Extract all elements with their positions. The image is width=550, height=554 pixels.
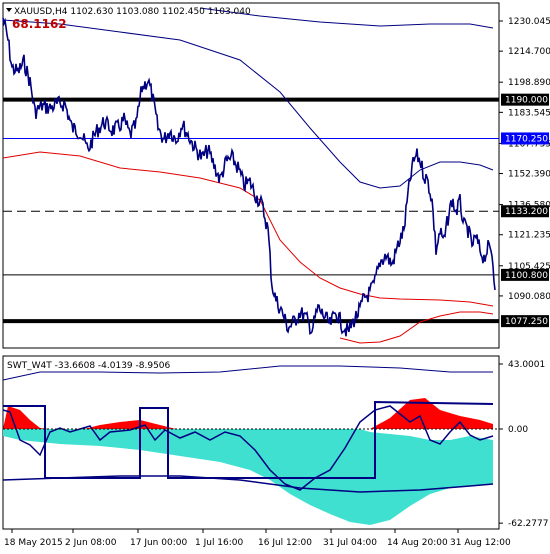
price-axis-label: 1105.425: [508, 262, 550, 272]
indicator-value: 68.1162: [12, 17, 67, 31]
main-panel-frame: [2, 2, 500, 349]
swt-hist-positive: [3, 406, 50, 429]
time-axis-label: 2 Jun 08:00: [65, 538, 117, 548]
swt-axis: 43.0001 0.00 -62.2777: [3, 360, 548, 529]
price-axis-label: 1152.390: [508, 170, 550, 180]
level-labels: 1190.000 1170.250 1133.200 1100.800 1077.250: [501, 93, 549, 328]
time-axis-label: 16 Jul 12:00: [258, 538, 312, 548]
price-level-label: 1170.250: [505, 134, 548, 144]
swt-upper-band: [2, 365, 493, 381]
price-level-label-bg: [501, 205, 549, 218]
price-level-label-bg: [501, 268, 549, 281]
symbol-info: XAUUSD,H4 1102.630 1103.080 1102.450 110…: [14, 7, 251, 17]
sub-panel-frame: [2, 355, 500, 530]
time-axis-label: 17 Jun 00:00: [130, 538, 187, 548]
price-level-label: 1100.800: [505, 271, 548, 281]
price-line: [2, 17, 496, 337]
swt-hist-positive: [370, 398, 493, 429]
ma-red-lower-line: [339, 311, 494, 344]
swt-hist-cyan: [3, 429, 493, 525]
price-axis: 1230.0451214.7001198.8901183.5451167.735…: [499, 17, 550, 302]
price-level-label: 1190.000: [505, 96, 548, 106]
time-axis-label: 31 Jul 04:00: [323, 538, 377, 548]
time-axis-label: 14 Aug 20:00: [387, 538, 448, 548]
sub-indicator-info: SWT_W4T -33.6608 -4.0139 -8.9506: [7, 361, 171, 371]
dropdown-triangle-icon[interactable]: [6, 8, 12, 12]
time-axis-label: 1 Jul 16:00: [195, 538, 244, 548]
price-axis-label: 1121.235: [508, 231, 550, 241]
time-axis: 18 May 2015 2 Jun 08:00 17 Jun 00:00 1 Jul …: [4, 529, 511, 548]
swt-axis-label: 43.0001: [508, 360, 545, 370]
price-axis-label: 1090.080: [508, 292, 550, 302]
price-axis-label: 1214.700: [508, 47, 550, 57]
swt-axis-label: -62.2777: [508, 519, 548, 529]
moving-averages: [2, 7, 494, 344]
ma-slow-line: [199, 7, 494, 29]
price-axis-label: 1198.890: [508, 78, 550, 88]
swt-oscillator-line: [2, 405, 494, 491]
ma-medium-line: [2, 19, 494, 189]
price-levels: [3, 97, 499, 324]
time-axis-label: 18 May 2015: [4, 538, 63, 548]
price-level-label: 1077.250: [505, 317, 548, 327]
price-level-label-bg: [501, 93, 549, 106]
ma-red-line: [2, 151, 494, 307]
price-series: [2, 17, 496, 337]
price-axis-label: 1183.545: [508, 108, 550, 118]
price-level-label: 1133.200: [505, 207, 548, 217]
swt-axis-label: 0.00: [508, 425, 528, 435]
price-level-label-bg: [501, 132, 549, 145]
time-axis-label: 31 Aug 12:00: [450, 538, 511, 548]
swt-lines: [2, 365, 494, 493]
price-level-label-bg: [501, 315, 549, 328]
price-axis-label: 1230.045: [508, 17, 550, 27]
